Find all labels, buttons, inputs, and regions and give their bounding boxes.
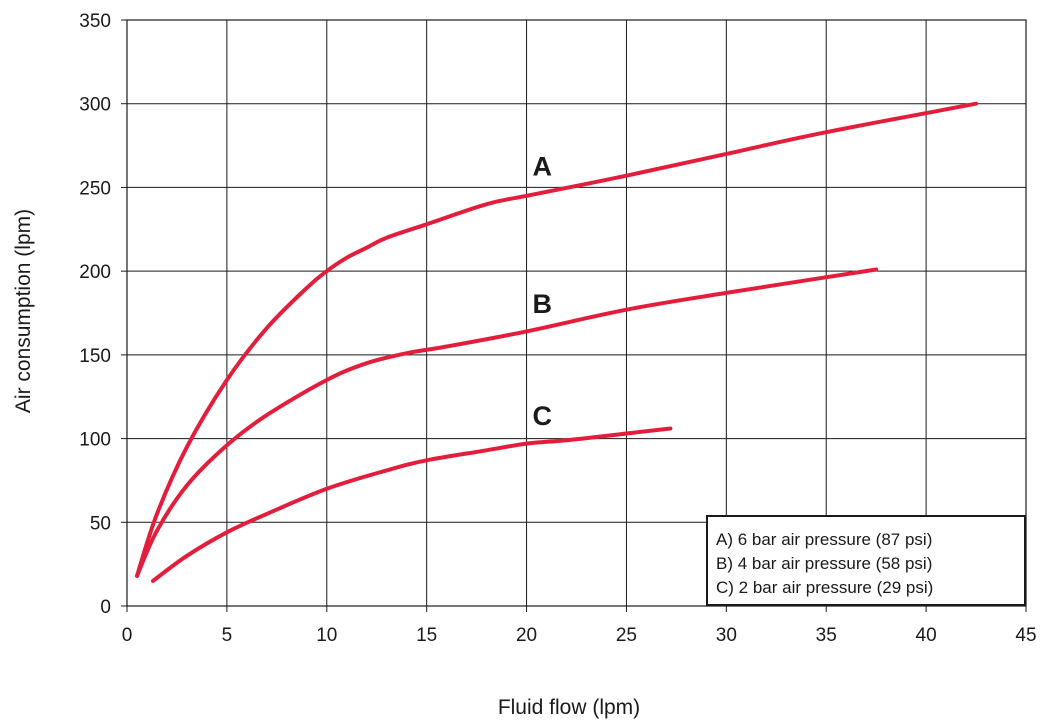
legend-item-b: B) 4 bar air pressure (58 psi) — [716, 554, 932, 573]
x-tick-label: 25 — [616, 625, 637, 646]
y-tick-label: 50 — [90, 513, 111, 534]
series-line-c — [151, 426, 673, 583]
x-tick-label: 15 — [416, 625, 437, 646]
series-label-b: B — [533, 289, 553, 319]
y-tick-label: 0 — [100, 597, 111, 618]
x-tick-label: 10 — [316, 625, 337, 646]
x-tick-label: 45 — [1015, 625, 1036, 646]
series-line-a — [135, 101, 979, 578]
series-label-c: C — [533, 401, 553, 431]
x-tick-label: 40 — [916, 625, 937, 646]
y-tick-label: 350 — [79, 11, 111, 32]
y-tick-label: 300 — [79, 95, 111, 116]
y-tick-label: 100 — [79, 430, 111, 451]
y-tick-label: 250 — [79, 178, 111, 199]
x-tick-label: 35 — [816, 625, 837, 646]
x-tick-label: 0 — [122, 625, 133, 646]
x-axis-title: Fluid flow (lpm) — [498, 696, 640, 719]
axis-ticks: 0 5 10 15 20 25 30 35 40 45 0 50 100 150 200 250 300 350 — [79, 11, 1036, 646]
y-axis-title: Air consumption (lpm) — [12, 209, 35, 413]
y-tick-label: 200 — [79, 262, 111, 283]
x-tick-label: 30 — [716, 625, 737, 646]
plot-frame — [126, 19, 1027, 607]
y-tick-label: 150 — [79, 346, 111, 367]
legend-item-a: A) 6 bar air pressure (87 psi) — [716, 530, 932, 549]
legend-item-c: C) 2 bar air pressure (29 psi) — [716, 578, 933, 597]
series-line-b — [135, 267, 879, 578]
legend: A) 6 bar air pressure (87 psi) B) 4 bar … — [706, 515, 1026, 606]
series-labels: A B C — [533, 152, 553, 431]
series-label-a: A — [533, 152, 553, 182]
x-tick-label: 5 — [222, 625, 233, 646]
x-tick-label: 20 — [516, 625, 537, 646]
series-group — [135, 101, 979, 583]
legend-box — [706, 515, 1026, 606]
